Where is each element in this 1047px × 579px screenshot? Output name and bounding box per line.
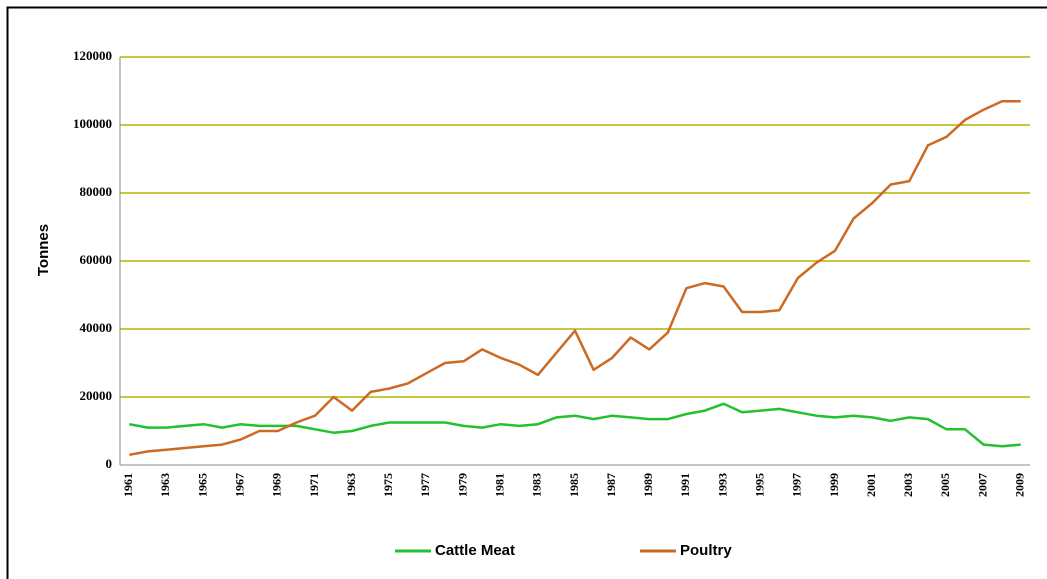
- y-tick-label: 20000: [80, 388, 113, 403]
- x-tick-label: 2001: [864, 473, 878, 497]
- x-tick-label: 1997: [790, 473, 804, 497]
- x-tick-label: 1963: [158, 473, 172, 497]
- x-tick-label: 2005: [938, 473, 952, 497]
- x-tick-label: 2007: [975, 473, 989, 497]
- x-tick-label: 1987: [604, 473, 618, 497]
- x-tick-label: 1971: [307, 473, 321, 497]
- x-tick-label: 1967: [232, 473, 246, 497]
- x-tick-label: 1975: [381, 473, 395, 497]
- frame: [6, 6, 1047, 579]
- x-tick-label: 1979: [455, 473, 469, 497]
- y-tick-label: 80000: [80, 184, 113, 199]
- x-tick-label: 1965: [195, 473, 209, 497]
- y-tick-label: 40000: [80, 320, 113, 335]
- x-tick-label: 1985: [567, 473, 581, 497]
- legend-label: Cattle Meat: [435, 542, 515, 559]
- x-tick-label: 1995: [752, 473, 766, 497]
- y-tick-label: 100000: [73, 116, 112, 131]
- series-line: [129, 99, 1021, 457]
- x-tick-label: 2003: [901, 473, 915, 497]
- x-tick-label: 1977: [418, 473, 432, 497]
- y-tick-label: 60000: [80, 252, 113, 267]
- y-tick-label: 0: [106, 456, 113, 471]
- x-tick-label: 1993: [715, 473, 729, 497]
- x-tick-label: 1963: [344, 473, 358, 497]
- x-tick-label: 1983: [530, 473, 544, 497]
- x-tick-label: 1989: [641, 473, 655, 497]
- x-tick-label: 1981: [492, 473, 506, 497]
- y-tick-label: 120000: [73, 48, 112, 63]
- x-tick-label: 1991: [678, 473, 692, 497]
- x-tick-label: 1969: [270, 473, 284, 497]
- legend-label: Poultry: [680, 542, 732, 559]
- y-axis-title: Tonnes: [35, 224, 52, 276]
- x-tick-label: 2009: [1012, 473, 1026, 497]
- series-line: [129, 402, 1021, 448]
- x-tick-label: 1999: [827, 473, 841, 497]
- x-tick-label: 1961: [121, 473, 135, 497]
